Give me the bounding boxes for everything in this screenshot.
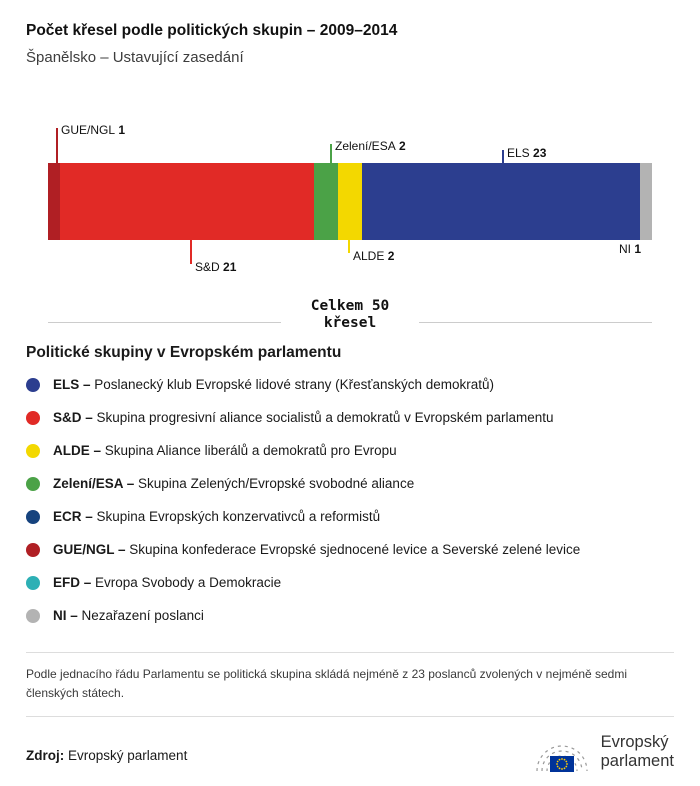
legend-color-dot [26, 509, 40, 524]
annotation-seat-count: 23 [533, 146, 547, 160]
tick-guengl [56, 128, 58, 163]
legend-item-label: ECR – Skupina Evropských konzervativců a… [53, 509, 381, 524]
legend-item-els: ELS – Poslanecký klub Evropské lidové st… [26, 368, 674, 401]
ep-hemicycle-flag-icon [536, 745, 588, 773]
bar-segment-zelenesa [313, 163, 338, 240]
divider-bottom [26, 716, 674, 718]
legend-item-label: EFD – Evropa Svobody a Demokracie [53, 575, 282, 590]
legend-item-alde: ALDE – Skupina Aliance liberálů a demokr… [26, 434, 674, 467]
source-line: Zdroj: Evropský parlament [26, 748, 187, 763]
footnote: Podle jednacího řádu Parlamentu se polit… [26, 667, 628, 700]
legend: ELS – Poslanecký klub Evropské lidové st… [26, 368, 674, 632]
annotation-group-name: GUE/NGL [61, 123, 116, 137]
source-label: Zdroj: [26, 748, 65, 764]
legend-color-dot [26, 542, 40, 557]
annotation-seat-count: 2 [387, 249, 395, 263]
legend-color-dot [26, 443, 40, 458]
bar-segment-guengl [48, 163, 61, 240]
legend-item-label: S&D – Skupina progresivní aliance social… [53, 410, 554, 425]
annotation-group-name: NI [618, 242, 631, 256]
legend-item-ecr: ECR – Skupina Evropských konzervativců a… [26, 500, 674, 533]
bar-annotation-alde: ALDE 2 [353, 249, 394, 263]
legend-item-zelenesa: Zelení/ESA – Skupina Zelených/Evropské s… [26, 467, 674, 500]
seats-chart: GUE/NGL 1 Zelení/ESA 2 ELS 23 S&D 21 ALD… [48, 123, 652, 286]
page-title: Počet křesel podle politických skupin – … [26, 22, 398, 39]
legend-color-dot [26, 575, 40, 590]
ep-logo-line2: parlament [600, 752, 674, 771]
annotation-seat-count: 21 [223, 260, 237, 274]
annotation-group-name: ALDE [353, 249, 385, 263]
bar-annotation-guengl: GUE/NGL 1 [61, 123, 125, 137]
bar-segment-sd [60, 163, 314, 240]
legend-item-sd: S&D – Skupina progresivní aliance social… [26, 401, 674, 434]
legend-color-dot [26, 410, 40, 425]
footer: Zdroj: Evropský parlament [26, 729, 674, 775]
legend-item-label: ALDE – Skupina Aliance liberálů a demokr… [53, 443, 397, 458]
divider-top [26, 652, 674, 653]
total-rule-right [419, 322, 653, 323]
ep-logo: Evropský parlament [533, 729, 674, 775]
page-subtitle: Španělsko – Ustavující zasedání [26, 49, 244, 66]
bar-annotation-zeleni-esa: Zelení/ESA 2 [335, 139, 406, 153]
legend-color-dot [26, 476, 40, 491]
legend-item-label: ELS – Poslanecký klub Evropské lidové st… [53, 377, 494, 392]
tick-zeleni-esa [330, 144, 332, 163]
annotation-seat-count: 1 [118, 123, 126, 137]
total-seats: Celkem 50 křesel [48, 298, 653, 332]
annotation-seat-count: 2 [399, 139, 406, 153]
annotation-seat-count: 1 [634, 242, 641, 256]
legend-item-efd: EFD – Evropa Svobody a Demokracie [26, 566, 674, 599]
source-value: Evropský parlament [68, 748, 188, 764]
total-rule-left [48, 322, 281, 323]
annotation-group-name: Zelení/ESA [335, 139, 396, 153]
tick-alde [348, 240, 350, 253]
ep-logo-line1: Evropský [600, 733, 669, 752]
legend-item-guengl: GUE/NGL – Skupina konfederace Evropské s… [26, 533, 674, 566]
bar-annotation-ni: NI 1 [619, 242, 641, 256]
legend-item-label: Zelení/ESA – Skupina Zelených/Evropské s… [53, 476, 415, 491]
total-line2: křesel [323, 315, 377, 331]
bar-segment-ni [639, 163, 652, 240]
annotation-group-name: S&D [195, 260, 220, 274]
legend-item-ni: NI – Nezařazení poslanci [26, 599, 674, 632]
legend-item-label: GUE/NGL – Skupina konfederace Evropské s… [53, 542, 581, 557]
legend-color-dot [26, 377, 40, 392]
total-seats-label: Celkem 50 křesel [281, 298, 420, 332]
tick-els [502, 150, 504, 163]
stacked-bar [48, 163, 652, 240]
total-line1: Celkem 50 [310, 298, 390, 314]
bar-segment-alde [337, 163, 363, 240]
tick-sd [190, 240, 192, 264]
bar-annotation-els: ELS 23 [507, 146, 546, 160]
ep-logo-wordmark: Evropský parlament [601, 733, 674, 771]
annotation-group-name: ELS [507, 146, 530, 160]
bar-annotation-sd: S&D 21 [195, 260, 236, 274]
legend-color-dot [26, 608, 40, 623]
legend-item-label: NI – Nezařazení poslanci [53, 608, 204, 623]
legend-title: Politické skupiny v Evropském parlamentu [26, 344, 342, 361]
bar-segment-els [362, 163, 640, 240]
